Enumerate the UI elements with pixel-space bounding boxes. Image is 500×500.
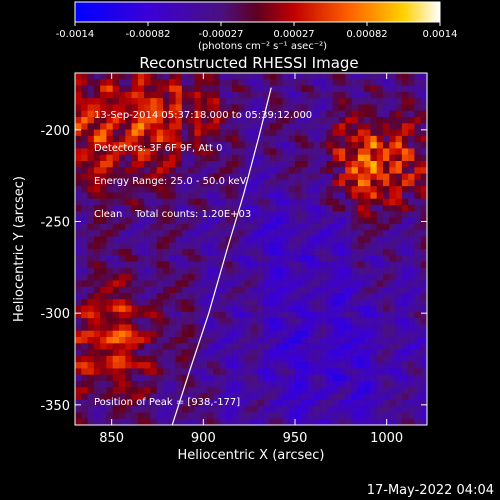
info-line-time: 13-Sep-2014 05:37:18.000 to 05:39:12.000 <box>94 110 313 121</box>
info-line-energy: Energy Range: 25.0 - 50.0 keV <box>94 176 247 187</box>
x-tick-label: 950 <box>283 431 308 446</box>
colorbar-ticks: -0.0014 -0.00082 -0.00027 0.00027 0.00082 0.0… <box>56 22 458 40</box>
colorbar-tick-label: 0.00027 <box>273 29 314 40</box>
y-tick-label: -200 <box>40 124 70 139</box>
colorbar-units-label: (photons cm⁻² s⁻¹ asec⁻²) <box>198 41 327 52</box>
info-line-detectors: Detectors: 3F 6F 9F, Att 0 <box>94 143 223 154</box>
colorbar-tick-label: -0.00027 <box>199 29 244 40</box>
colorbar-tick-label: 0.0014 <box>423 29 458 40</box>
heatmap-image <box>75 73 427 425</box>
y-axis-label: Heliocentric Y (arcsec) <box>12 176 27 322</box>
colorbar-tick-label: -0.0014 <box>56 29 95 40</box>
peak-position-label: Position of Peak = [938,-177] <box>94 397 241 408</box>
solar-limb-curve <box>171 87 272 425</box>
x-tick-label: 900 <box>191 431 216 446</box>
colorbar <box>74 1 441 23</box>
chart-title: Reconstructed RHESSI Image <box>139 54 358 72</box>
x-tick-label: 850 <box>99 431 124 446</box>
y-tick-label: -300 <box>40 307 70 322</box>
plot-frame <box>74 72 428 426</box>
y-tick-label: -350 <box>40 399 70 414</box>
y-axis-ticks: -350 -300 -250 -200 <box>40 124 427 414</box>
x-tick-label: 1000 <box>370 431 403 446</box>
info-line-counts: Clean Total counts: 1.20E+03 <box>94 209 252 220</box>
footer-timestamp: 17-May-2022 04:04 <box>366 483 494 498</box>
x-axis-label: Heliocentric X (arcsec) <box>178 448 325 463</box>
image-info-block: 13-Sep-2014 05:37:18.000 to 05:39:12.000… <box>94 88 312 231</box>
colorbar-tick-label: -0.00082 <box>126 29 171 40</box>
colorbar-tick-label: 0.00082 <box>346 29 387 40</box>
x-axis-ticks: 850 900 950 1000 <box>99 73 403 446</box>
y-tick-label: -250 <box>40 216 70 231</box>
